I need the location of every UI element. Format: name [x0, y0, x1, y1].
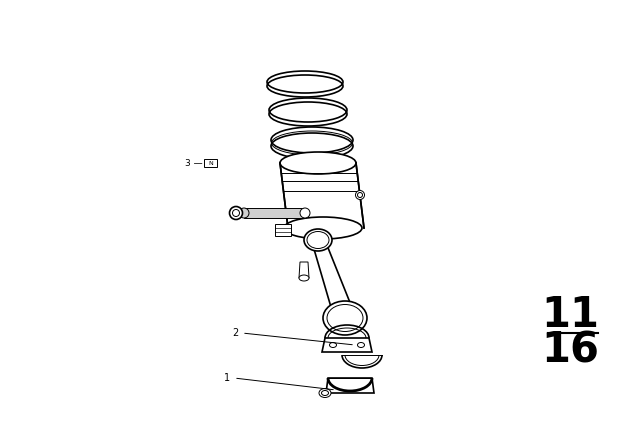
Ellipse shape	[230, 207, 243, 220]
Ellipse shape	[239, 208, 249, 218]
Polygon shape	[244, 208, 305, 218]
Text: N: N	[208, 160, 213, 165]
Ellipse shape	[330, 343, 337, 348]
Text: 1: 1	[224, 373, 230, 383]
Ellipse shape	[358, 193, 362, 198]
Ellipse shape	[327, 305, 363, 332]
Ellipse shape	[284, 217, 362, 239]
Ellipse shape	[270, 100, 346, 124]
Ellipse shape	[319, 388, 331, 397]
FancyBboxPatch shape	[204, 159, 217, 167]
Ellipse shape	[323, 301, 367, 335]
Polygon shape	[299, 262, 309, 278]
Ellipse shape	[273, 131, 351, 155]
Ellipse shape	[355, 190, 365, 199]
Ellipse shape	[304, 229, 332, 251]
Polygon shape	[326, 378, 374, 393]
Polygon shape	[275, 224, 291, 236]
Text: 2: 2	[232, 328, 238, 338]
Ellipse shape	[268, 73, 342, 95]
Ellipse shape	[300, 208, 310, 218]
Polygon shape	[322, 338, 372, 352]
Polygon shape	[312, 238, 355, 321]
Text: 16: 16	[541, 329, 599, 371]
Ellipse shape	[232, 210, 239, 216]
Text: 3 —: 3 —	[185, 159, 203, 168]
Ellipse shape	[280, 152, 356, 174]
Ellipse shape	[299, 275, 309, 281]
Ellipse shape	[307, 232, 329, 249]
Text: 11: 11	[541, 294, 599, 336]
Ellipse shape	[358, 343, 365, 348]
Polygon shape	[280, 163, 364, 228]
